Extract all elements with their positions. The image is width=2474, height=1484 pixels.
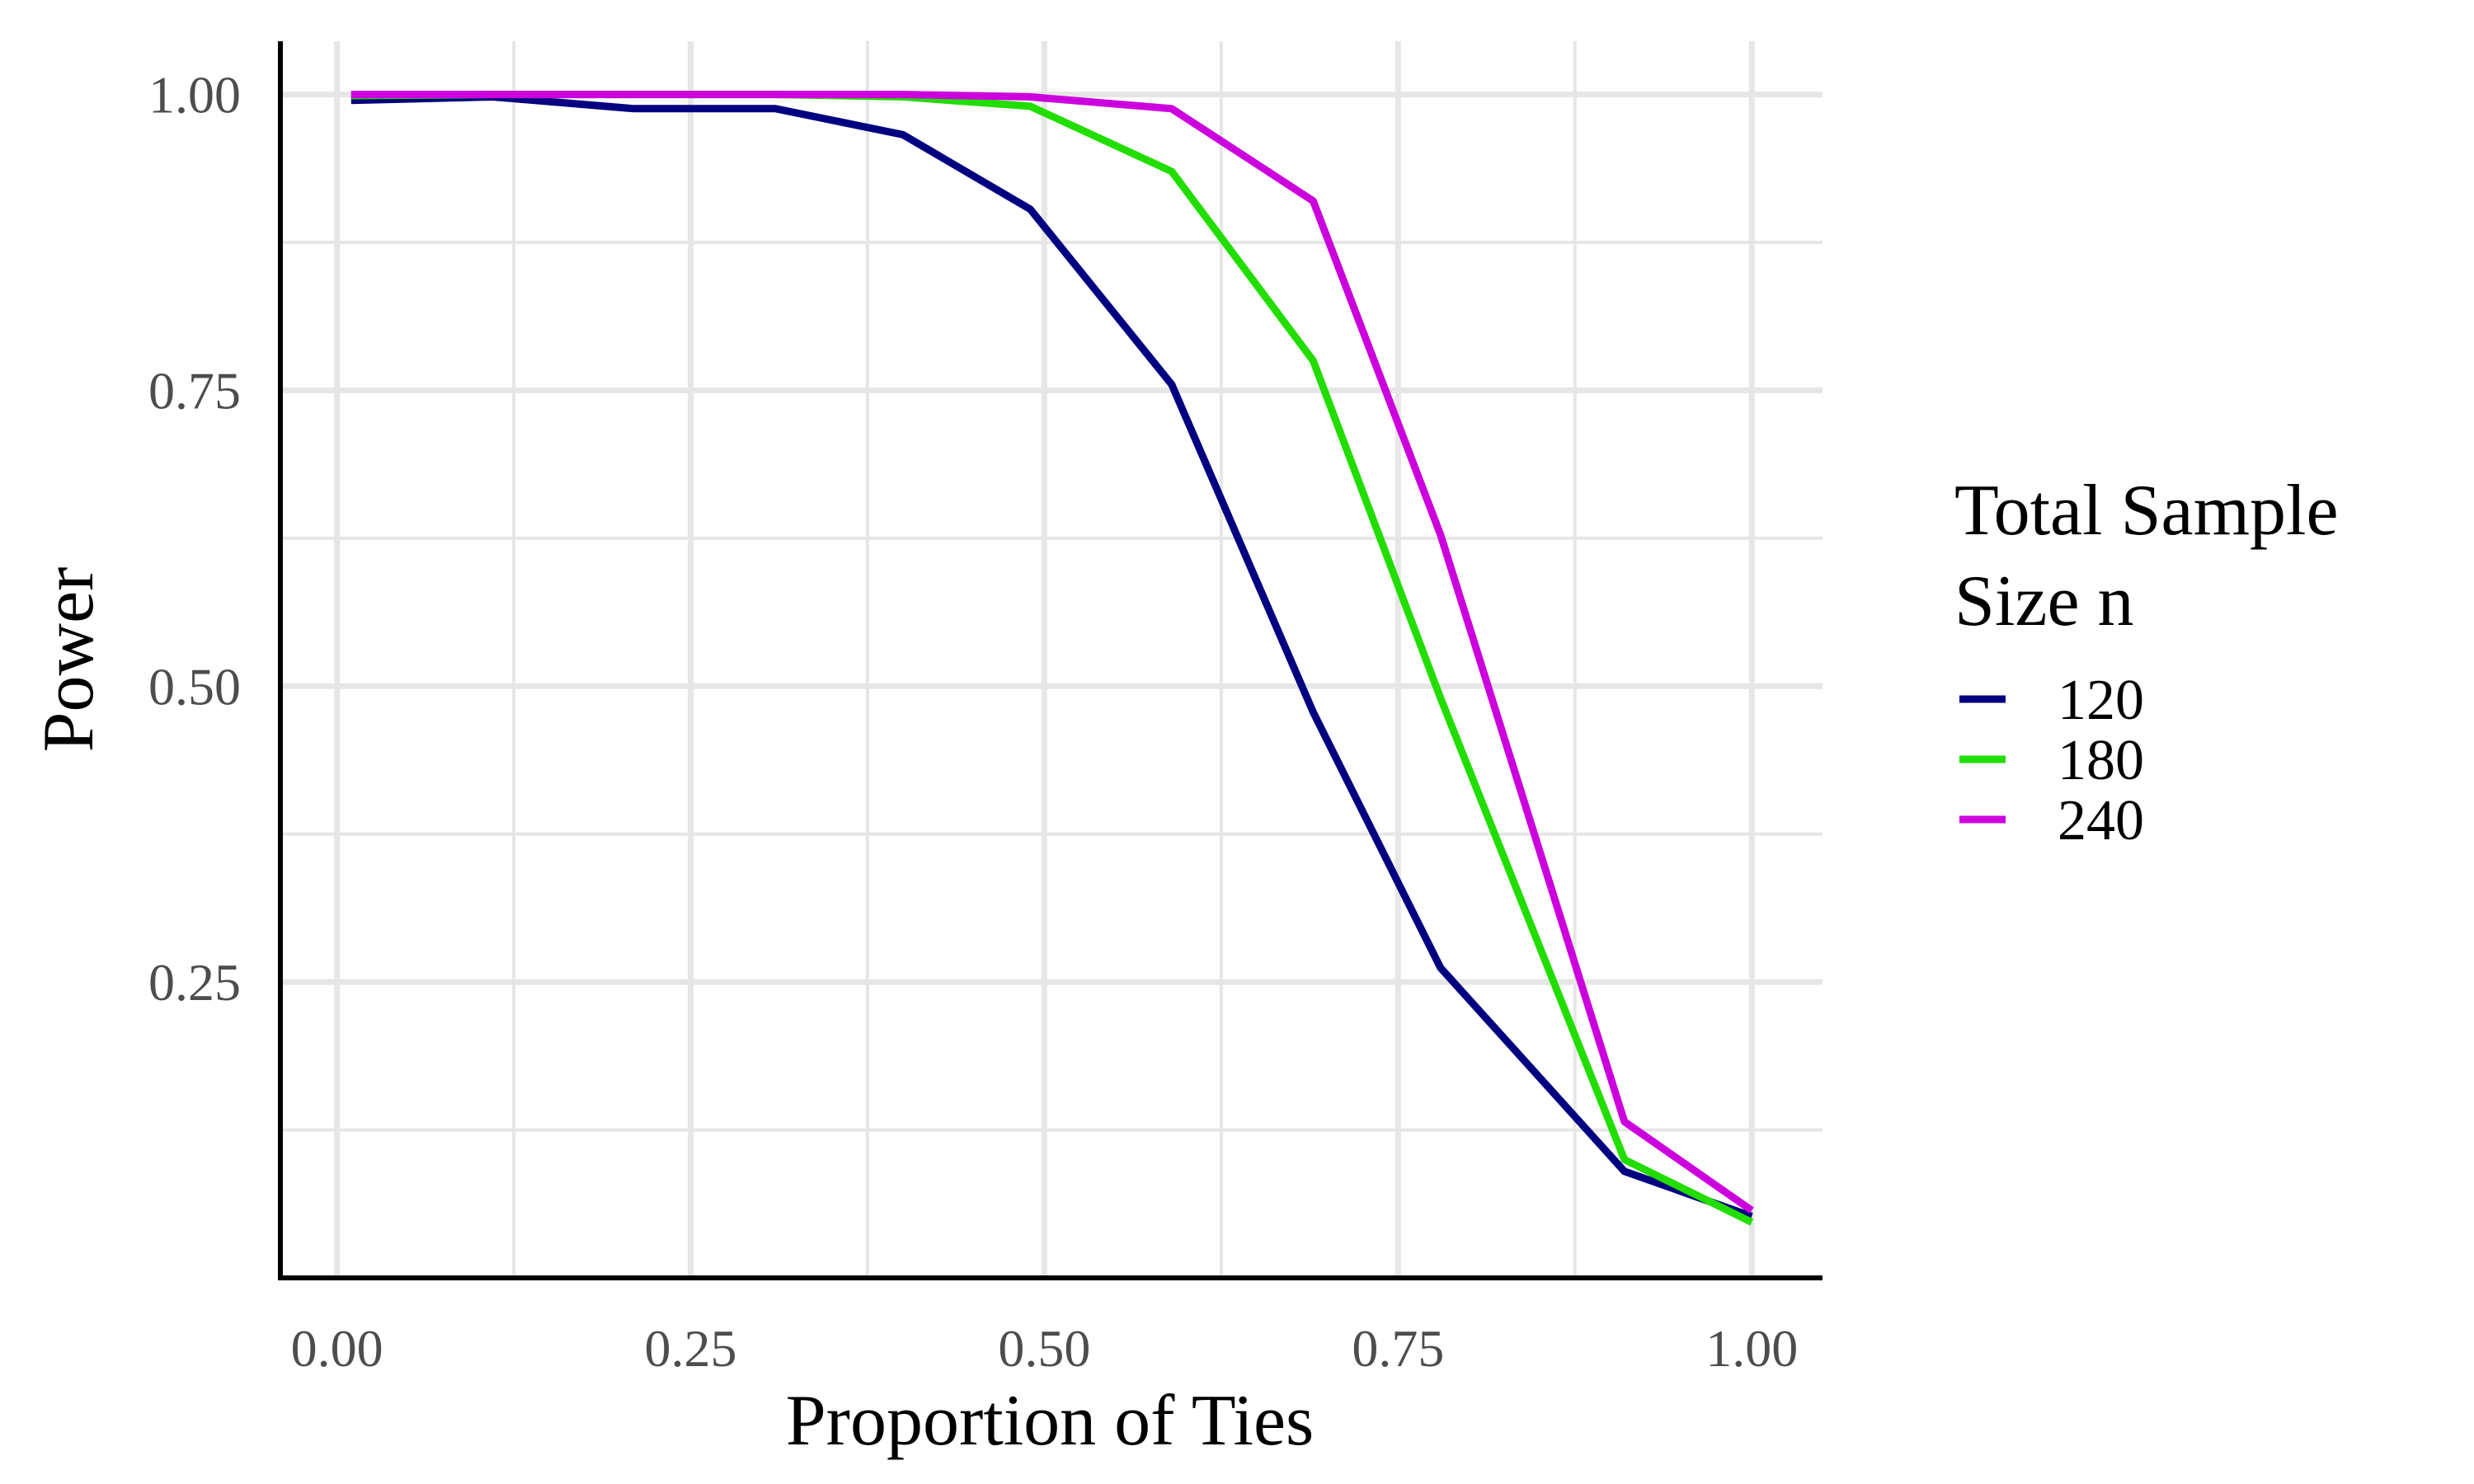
series-lines bbox=[350, 91, 1754, 1226]
x-tick-label: 0.25 bbox=[645, 1319, 737, 1378]
x-axis-title: Proportion of Ties bbox=[786, 1381, 1315, 1461]
x-tick-label: 0.50 bbox=[998, 1319, 1090, 1378]
y-tick-label: 0.25 bbox=[148, 953, 241, 1012]
y-tick-label: 0.75 bbox=[148, 361, 241, 420]
legend-label-120: 120 bbox=[2058, 669, 2144, 732]
legend-title: Total Sample bbox=[1954, 471, 2339, 551]
series-line-240 bbox=[350, 91, 1754, 1214]
tick-labels: 0.00 0.25 0.50 0.75 1.00 0.25 0.50 0.75 1.00 bbox=[148, 66, 1798, 1378]
legend-title: Size n bbox=[1954, 561, 2134, 641]
legend-label-240: 240 bbox=[2058, 789, 2144, 852]
x-tick-label: 1.00 bbox=[1705, 1319, 1798, 1378]
y-tick-label: 0.50 bbox=[148, 657, 241, 716]
legend-label-180: 180 bbox=[2058, 729, 2144, 792]
y-axis-title: Power bbox=[29, 567, 109, 753]
series-line-120 bbox=[350, 93, 1753, 1220]
x-tick-label: 0.75 bbox=[1352, 1319, 1444, 1378]
y-tick-label: 1.00 bbox=[148, 66, 241, 124]
grid bbox=[280, 41, 1823, 1278]
x-tick-label: 0.00 bbox=[291, 1319, 383, 1378]
axes bbox=[278, 41, 1823, 1280]
